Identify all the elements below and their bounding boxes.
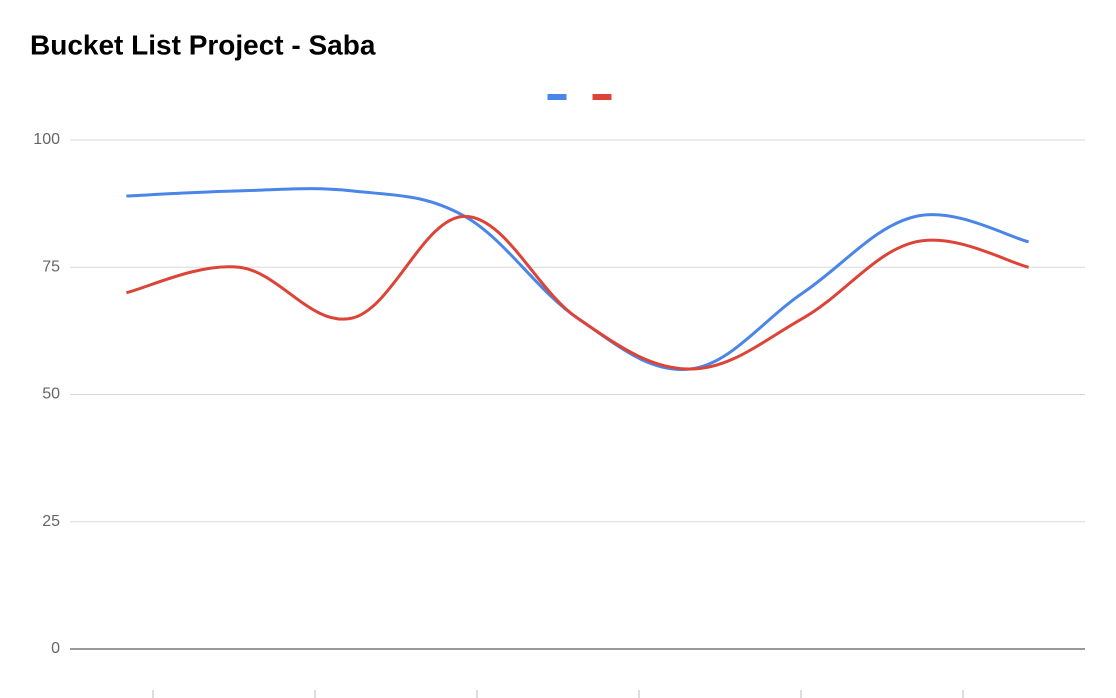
series-line [126,214,1029,371]
chart-title: Bucket List Project - Saba [30,29,376,60]
legend-swatch [547,94,567,100]
series-line [126,187,1029,372]
x-axis-ticks [152,690,964,698]
y-tick-label: 25 [42,513,60,530]
y-tick-label: 75 [42,258,60,275]
y-tick-label: 0 [51,640,60,657]
y-tick-label: 50 [42,386,60,403]
y-tick-label: 100 [33,131,60,148]
legend-swatch [592,94,612,100]
